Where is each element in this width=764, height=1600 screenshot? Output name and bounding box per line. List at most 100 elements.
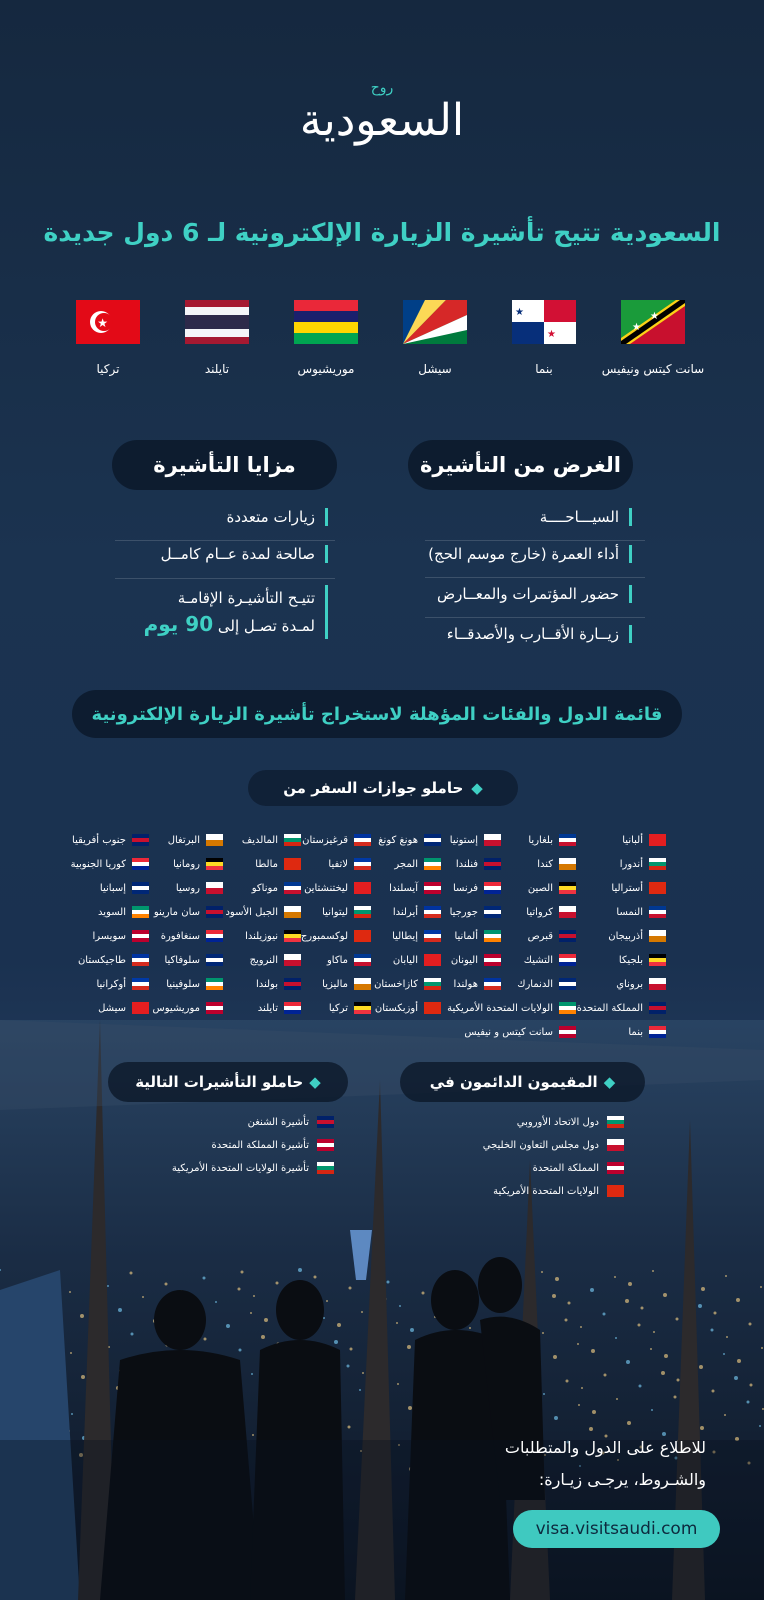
city-light	[638, 1384, 642, 1388]
flag-stripe	[284, 982, 301, 986]
flag-stripe	[484, 890, 501, 894]
flag-stripe	[649, 858, 666, 862]
flag-stripe	[484, 938, 501, 942]
city-light	[625, 1299, 629, 1303]
flag	[185, 300, 249, 344]
city-light	[761, 1347, 763, 1349]
flag-icon	[649, 1002, 666, 1014]
svg-text:★: ★	[650, 311, 659, 322]
flag-stripe	[354, 834, 371, 838]
flag-icon	[649, 882, 666, 894]
flag-stripe	[206, 840, 223, 846]
flag: ★★	[621, 300, 685, 344]
city-light	[346, 1364, 350, 1368]
city-light	[215, 1301, 217, 1303]
flag-stripe	[284, 930, 301, 934]
city-light	[298, 1268, 302, 1272]
resident-text: دول الاتحاد الأوروبي	[516, 1116, 599, 1128]
country: التشيك	[447, 948, 576, 972]
country-name: النرويج	[249, 954, 278, 966]
city-light	[337, 1323, 341, 1327]
flag-stripe	[424, 838, 441, 842]
flag-stripe	[206, 906, 223, 910]
flag-stripe	[559, 982, 576, 986]
flag-icon	[132, 1002, 149, 1014]
flag-stripe	[132, 886, 149, 890]
country-name: ماليزيا	[322, 978, 348, 990]
flag-stripe	[354, 882, 371, 888]
flag-stripe	[354, 936, 371, 942]
bullet: ◆	[471, 779, 483, 797]
city-light	[674, 1456, 678, 1460]
resident-item: دول الاتحاد الأوروبي	[517, 1116, 624, 1128]
city-light	[617, 1459, 619, 1461]
country: اليابان	[374, 948, 441, 972]
city-light	[399, 1305, 401, 1307]
flag-stripe	[559, 864, 576, 870]
flag-stripe	[424, 982, 441, 986]
flag-icon	[559, 906, 576, 918]
footer-line: للاطلاع على الدول والمتطلبات	[504, 1438, 706, 1457]
city-light	[543, 1393, 545, 1395]
city-light	[760, 1286, 762, 1288]
resident-item: المملكة المتحدة	[533, 1162, 624, 1174]
visa-holder-item: تأشيرة الشنغن	[248, 1116, 334, 1128]
flag-stripe	[484, 906, 501, 910]
city-light	[70, 1352, 72, 1354]
city-light	[544, 1454, 546, 1456]
flag-stripe	[206, 962, 223, 966]
url-button[interactable]: visa.visitsaudi.com	[513, 1510, 720, 1548]
flag-stripe	[284, 1002, 301, 1006]
flag-stripe	[484, 862, 501, 866]
country-column: إستونيا فنلندا فرنسا جورجيا ألمانيا اليونان هو…	[450, 828, 501, 996]
flag-stripe	[284, 834, 301, 838]
country: روسيا	[153, 876, 223, 900]
country-name: بولندا	[255, 978, 278, 990]
country-name: بلجيكا	[618, 954, 643, 966]
country: أندورا	[577, 852, 666, 876]
city-light	[0, 1269, 1, 1271]
country-name: ليتوانيا	[322, 906, 348, 918]
flag-icon	[424, 930, 441, 942]
country-name: قرغيزستان	[302, 834, 348, 846]
flag-stripe	[649, 978, 666, 984]
city-light	[747, 1461, 751, 1465]
flag-stripe	[206, 934, 223, 938]
divider	[425, 577, 645, 578]
flag-icon	[484, 882, 501, 894]
country: النمسا	[577, 900, 666, 924]
country-name: طاجيكستان	[77, 954, 126, 966]
benefit: صالحة لمدة عــام كامــل	[161, 545, 328, 563]
svg-text:★: ★	[97, 316, 108, 330]
flag-stripe	[317, 1120, 334, 1124]
city-light	[359, 1389, 361, 1391]
flag-stripe	[424, 866, 441, 870]
country-name: مالطا	[255, 858, 278, 870]
flag-icon	[206, 834, 223, 846]
flag-stripe	[132, 858, 149, 862]
logo-small: روح	[370, 80, 394, 96]
flag-icon	[559, 930, 576, 942]
flag-stripe	[354, 1010, 371, 1014]
city-light	[651, 1409, 653, 1411]
city-light	[650, 1348, 652, 1350]
country-name: بروناي	[616, 978, 643, 990]
flag-icon	[354, 1002, 371, 1014]
city-scene	[0, 1020, 764, 1600]
country-name: كندا	[537, 858, 553, 870]
flag-stripe	[607, 1139, 624, 1145]
city-light	[700, 1426, 704, 1430]
city-light	[710, 1328, 714, 1332]
country-name: سان مارينو	[153, 906, 200, 918]
country: بروناي	[577, 972, 666, 996]
flag-stripe	[424, 978, 441, 982]
city-light	[604, 1434, 608, 1438]
flag: ★★	[512, 300, 576, 344]
flag-stripe	[206, 888, 223, 894]
flag-icon	[424, 834, 441, 846]
flag-stripe	[559, 882, 576, 886]
country: نيوزيلندا	[225, 924, 301, 948]
flag-stripe	[484, 834, 501, 840]
flag-icon	[559, 882, 576, 894]
country-name: كوريا الجنوبية	[70, 858, 126, 870]
